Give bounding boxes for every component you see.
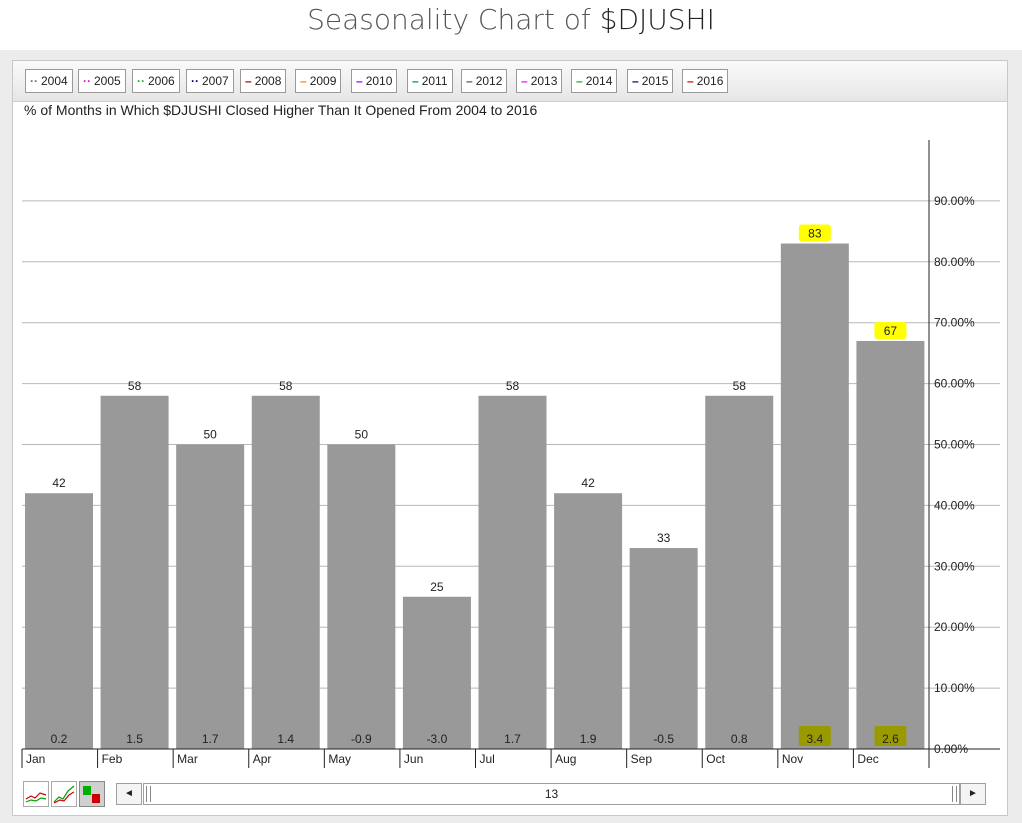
legend-item-2006[interactable]: ·· 2006 <box>132 69 180 93</box>
slider-right-handle[interactable] <box>952 786 957 802</box>
period-count: 13 <box>544 787 559 801</box>
legend-label: 2007 <box>202 74 229 88</box>
legend-line-icon: – <box>300 74 307 88</box>
legend-label: 2008 <box>254 74 282 88</box>
legend-label: 2012 <box>475 74 503 88</box>
legend-label: 2006 <box>148 74 175 88</box>
legend-line-icon: – <box>412 74 419 88</box>
legend-item-2015[interactable]: –2015 <box>627 69 674 93</box>
legend-item-2008[interactable]: –2008 <box>240 69 287 93</box>
chart-subtitle: % of Months in Which $DJUSHI Closed High… <box>24 102 538 118</box>
line-chart-icon[interactable] <box>23 781 49 807</box>
scroll-left-button[interactable]: ◄ <box>116 783 142 805</box>
legend-line-icon: – <box>521 74 528 88</box>
legend-line-icon: – <box>356 74 363 88</box>
legend-label: 2005 <box>94 74 121 88</box>
legend-item-2014[interactable]: –2014 <box>571 69 618 93</box>
legend-line-icon: ·· <box>30 74 38 88</box>
legend-line-icon: – <box>245 74 252 88</box>
period-slider[interactable]: 13 <box>143 783 960 805</box>
legend-line-icon: – <box>632 74 639 88</box>
legend-line-icon: – <box>687 74 694 88</box>
legend-item-2007[interactable]: ·· 2007 <box>186 69 234 93</box>
slider-left-handle[interactable] <box>146 786 151 802</box>
legend-line-icon: – <box>466 74 473 88</box>
legend-item-2013[interactable]: –2013 <box>516 69 563 93</box>
scroll-right-button[interactable]: ► <box>960 783 986 805</box>
legend-label: 2009 <box>309 74 337 88</box>
page-title-ticker: $DJUSHI <box>599 3 715 36</box>
legend-label: 2013 <box>530 74 558 88</box>
histogram-chart-icon[interactable] <box>79 781 105 807</box>
legend-label: 2004 <box>41 74 68 88</box>
legend-item-2005[interactable]: ·· 2005 <box>78 69 126 93</box>
legend-line-icon: ·· <box>191 74 199 88</box>
performance-chart-icon[interactable] <box>51 781 77 807</box>
chart-panel <box>12 60 1008 816</box>
legend-item-2010[interactable]: –2010 <box>351 69 398 93</box>
legend-label: 2010 <box>365 74 393 88</box>
legend-item-2011[interactable]: –2011 <box>407 69 453 93</box>
legend-item-2012[interactable]: –2012 <box>461 69 508 93</box>
page-title: Seasonality Chart of $DJUSHI <box>0 0 1022 46</box>
page-title-prefix: Seasonality Chart of <box>307 3 600 36</box>
legend-line-icon: – <box>576 74 583 88</box>
legend-label: 2014 <box>585 74 613 88</box>
legend-line-icon: ·· <box>83 74 91 88</box>
legend-item-2004[interactable]: ·· 2004 <box>25 69 73 93</box>
legend-label: 2011 <box>421 74 448 88</box>
legend-label: 2015 <box>641 74 669 88</box>
legend-item-2009[interactable]: –2009 <box>295 69 342 93</box>
legend-item-2016[interactable]: –2016 <box>682 69 729 93</box>
legend-label: 2016 <box>696 74 724 88</box>
legend-line-icon: ·· <box>137 74 145 88</box>
